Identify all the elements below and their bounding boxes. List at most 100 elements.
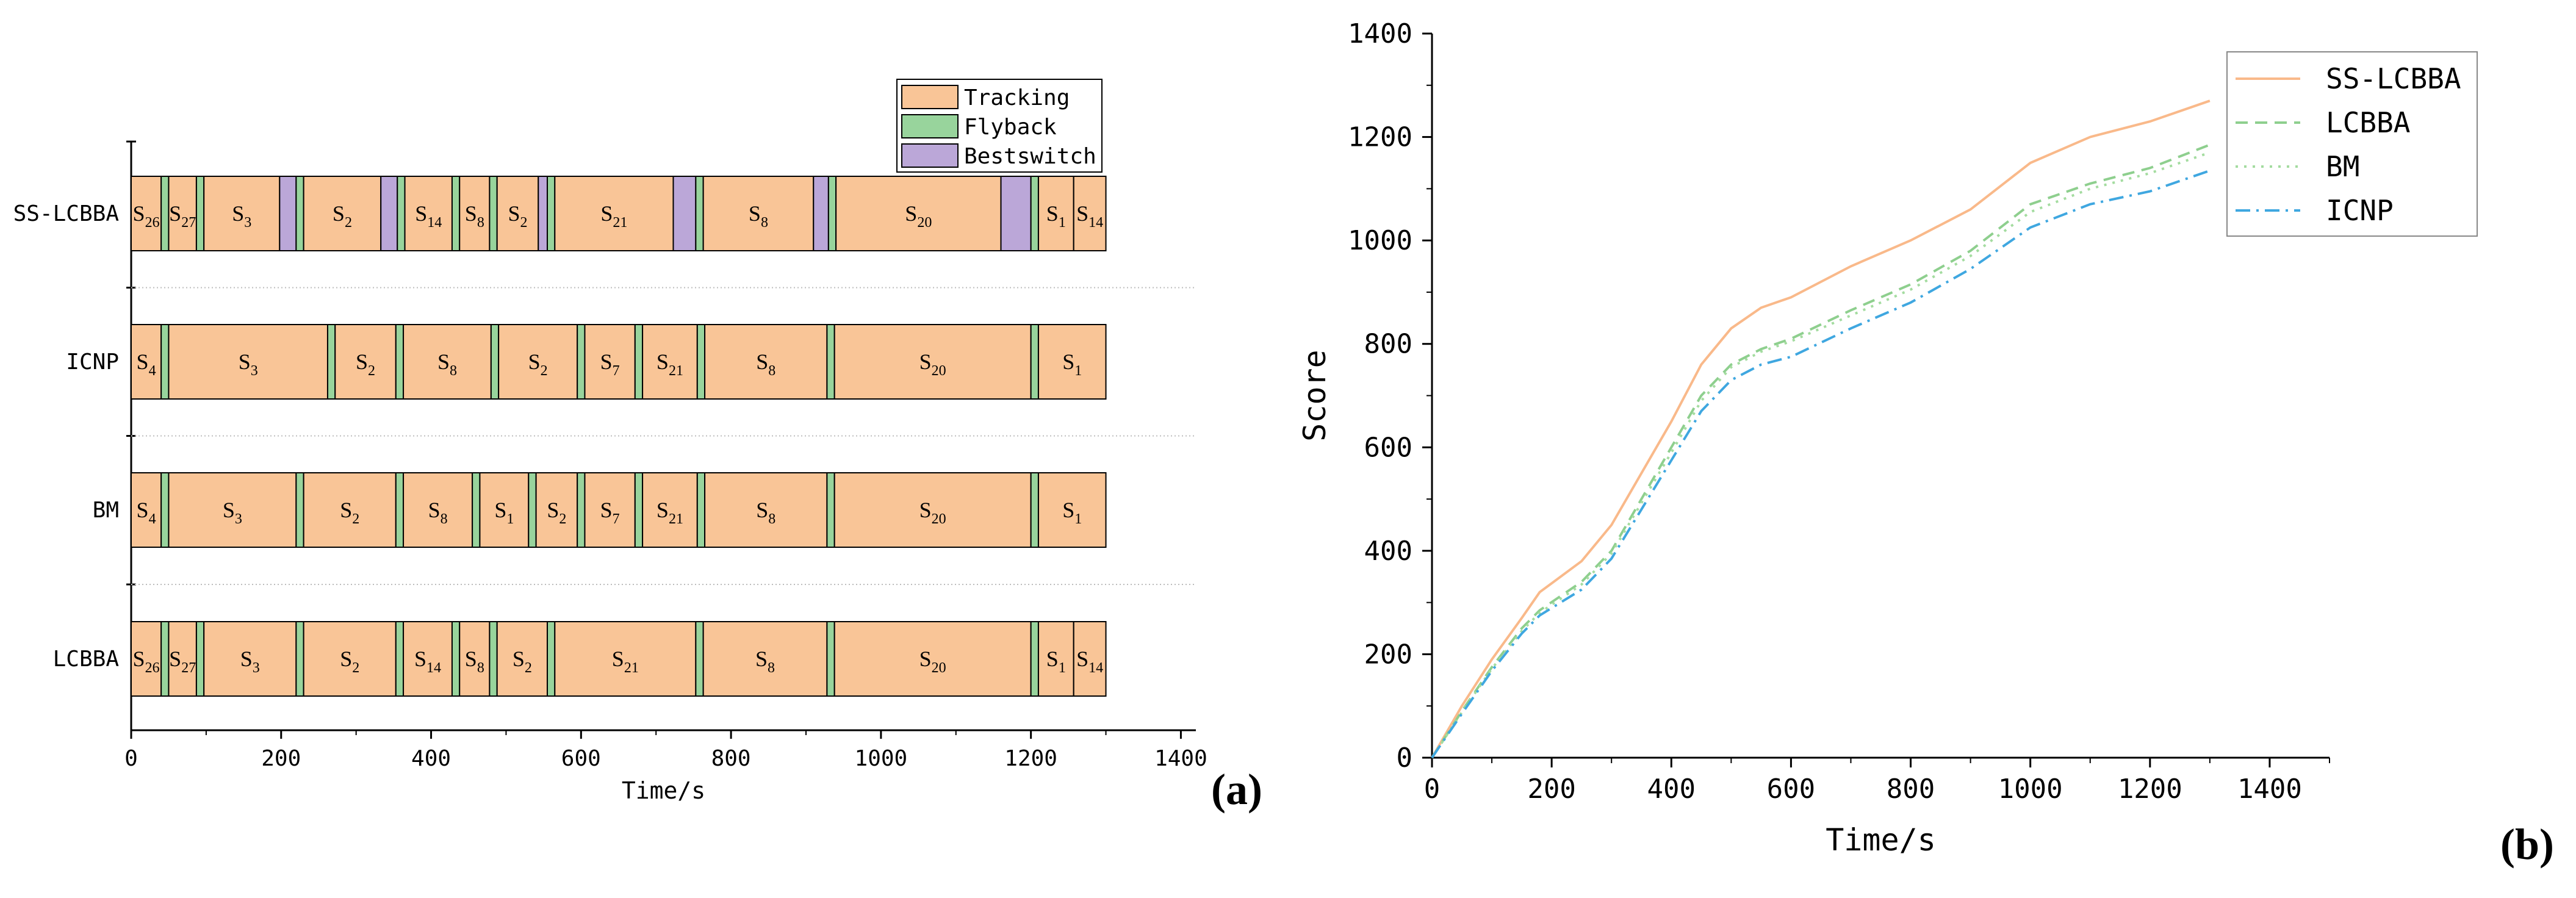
x-tick-label: 200: [1527, 774, 1575, 805]
gantt-x-axis-label: Time/s: [622, 777, 705, 804]
gantt-rows: SS-LCBBA S26 S27 S3 S2 S14 S8 S2 S21 S8 S20 S1 S14 IC…: [13, 140, 1196, 697]
segment-bestswitch: [538, 176, 549, 251]
segment-flyback: [489, 621, 498, 697]
segment-flyback: [160, 472, 170, 548]
legend-label: LCBBA: [2326, 106, 2410, 139]
segment-tracking: [704, 472, 828, 548]
gantt-chart-panel-a: SS-LCBBA S26 S27 S3 S2 S14 S8 S2 S21 S8 S20 S1 S14 IC…: [13, 79, 1207, 804]
legend-swatch-bestswitch: [901, 143, 959, 168]
segment-tracking: [459, 176, 491, 251]
segment-tracking: [584, 324, 636, 400]
segment-tracking: [131, 324, 162, 400]
segment-flyback: [472, 472, 481, 548]
row-label: LCBBA: [53, 647, 120, 672]
segment-flyback: [1030, 324, 1039, 400]
segment-flyback: [195, 176, 205, 251]
segment-tracking: [168, 324, 328, 400]
x-tick-label: 600: [1767, 774, 1815, 805]
x-tick-label: 800: [711, 746, 751, 771]
x-tick-label: 600: [561, 746, 601, 771]
segment-flyback: [695, 621, 704, 697]
segment-bestswitch: [279, 176, 297, 251]
segment-tracking: [833, 472, 1032, 548]
segment-flyback: [451, 176, 461, 251]
line-chart-panel-b: 0 200 400 600 800 1000 1200 1400 0 200 400 600 800 10…: [1297, 18, 2478, 858]
segment-tracking: [168, 176, 197, 251]
segment-tracking: [535, 472, 578, 548]
segment-tracking: [833, 324, 1032, 400]
segment-flyback: [160, 176, 170, 251]
segment-flyback: [160, 324, 170, 400]
gantt-legend: Tracking Flyback Bestswitch: [896, 79, 1103, 173]
segment-tracking: [403, 472, 473, 548]
series-line-lcbba: [1431, 143, 2211, 759]
y-tick-label: 400: [1364, 536, 1412, 567]
row-label: SS-LCBBA: [13, 201, 120, 226]
segment-flyback: [696, 324, 706, 400]
segment-tracking: [168, 621, 197, 697]
row-label: BM: [93, 498, 119, 523]
segment-tracking: [702, 621, 828, 697]
segment-bestswitch: [380, 176, 398, 251]
segment-tracking: [835, 176, 1002, 251]
panel-a-label: (a): [1211, 765, 1262, 814]
row-label: ICNP: [66, 350, 119, 375]
segment-tracking: [704, 324, 828, 400]
x-tick-label: 1200: [1004, 746, 1057, 771]
segment-tracking: [1037, 176, 1074, 251]
segment-tracking: [334, 324, 397, 400]
segment-tracking: [642, 472, 698, 548]
segment-flyback: [1030, 621, 1039, 697]
segment-flyback: [1030, 176, 1039, 251]
legend-label: BM: [2326, 150, 2359, 183]
segment-tracking: [479, 472, 530, 548]
x-tick-label: 0: [124, 746, 138, 771]
segment-flyback: [395, 472, 405, 548]
segment-tracking: [1073, 176, 1107, 251]
segment-flyback: [195, 621, 205, 697]
segment-flyback: [395, 621, 405, 697]
segment-tracking: [496, 621, 549, 697]
y-tick-label: 0: [1397, 742, 1413, 774]
segment-bestswitch: [1000, 176, 1032, 251]
segment-tracking: [1037, 324, 1107, 400]
segment-tracking: [1037, 472, 1107, 548]
segment-tracking: [496, 176, 539, 251]
segment-tracking: [303, 472, 397, 548]
score-legend: SS-LCBBA LCBBA BM ICNP: [2226, 51, 2478, 237]
segment-tracking: [554, 621, 697, 697]
x-tick-label: 200: [261, 746, 301, 771]
segment-flyback: [490, 324, 500, 400]
gantt-row-bm: BM S4 S3 S2 S8 S1 S2 S7 S21 S8 S20 S1: [93, 472, 1107, 548]
segment-tracking: [131, 621, 162, 697]
segment-tracking: [131, 176, 162, 251]
gantt-row-ss-lcbba: SS-LCBBA S26 S27 S3 S2 S14 S8 S2 S21 S8 S20 S1 S14: [13, 176, 1107, 251]
segment-tracking: [833, 621, 1032, 697]
score-y-axis-label: Score: [1297, 350, 1333, 442]
segment-flyback: [826, 324, 835, 400]
score-x-axis-label: Time/s: [1826, 822, 1936, 858]
y-tick-label: 1200: [1348, 122, 1412, 153]
panel-b-label: (b): [2500, 820, 2554, 869]
segment-flyback: [826, 621, 835, 697]
x-tick-label: 1400: [1154, 746, 1207, 771]
segment-flyback: [695, 176, 704, 251]
series-line-ss-lcbba: [1431, 99, 2211, 759]
y-tick-label: 600: [1364, 432, 1412, 463]
gantt-row-lcbba: LCBBA S26 S27 S3 S2 S14 S8 S2 S21 S8 S20 S1 S14: [53, 621, 1107, 697]
segment-flyback: [1030, 472, 1039, 548]
segment-flyback: [395, 324, 405, 400]
segment-tracking: [498, 324, 578, 400]
segment-flyback: [295, 176, 304, 251]
score-axis-ticks: 0 200 400 600 800 1000 1200 1400 0 200 400 600 800 10…: [1348, 18, 2330, 805]
segment-flyback: [326, 324, 336, 400]
segment-flyback: [295, 621, 304, 697]
x-tick-label: 1000: [1998, 774, 2063, 805]
segment-flyback: [489, 176, 498, 251]
segment-tracking: [1073, 621, 1107, 697]
segment-bestswitch: [672, 176, 697, 251]
segment-flyback: [528, 472, 537, 548]
legend-label: SS-LCBBA: [2326, 62, 2461, 95]
gantt-row-icnp: ICNP S4 S3 S2 S8 S2 S7 S21 S8 S20 S1: [66, 324, 1107, 400]
